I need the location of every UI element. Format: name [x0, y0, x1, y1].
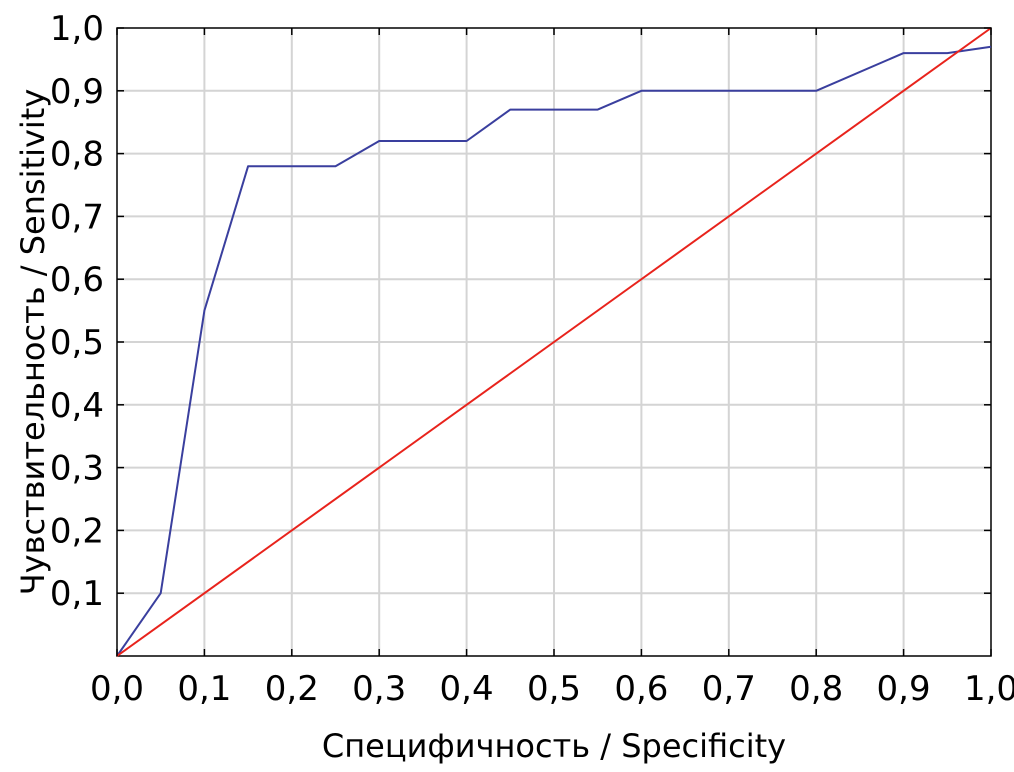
x-tick-label: 0,3 [352, 669, 406, 709]
x-axis-title: Специфичность / Specificity [322, 727, 786, 765]
y-tick-label: 0,7 [50, 197, 104, 237]
y-tick-labels: 0,1 0,2 0,3 0,4 0,5 0,6 0,7 0,8 0,9 1,0 [50, 9, 104, 614]
y-tick-label: 0,9 [50, 72, 104, 112]
y-tick-label: 0,4 [50, 386, 104, 426]
x-tick-label: 1,0 [964, 669, 1014, 709]
y-tick-label: 0,6 [50, 260, 104, 300]
y-axis-title: Чувствительность / Sensitivity [14, 89, 52, 596]
x-tick-labels: 0,0 0,1 0,2 0,3 0,4 0,5 0,6 0,7 0,8 0,9 1,0 [90, 669, 1014, 709]
tick-marks [116, 27, 992, 656]
roc-curve-line [116, 45, 992, 657]
y-tick-label: 0,5 [50, 323, 104, 363]
x-tick-label: 0,5 [527, 669, 581, 709]
x-tick-label: 0,4 [440, 669, 494, 709]
y-tick-label: 0,2 [50, 511, 104, 551]
y-tick-label: 0,1 [50, 574, 104, 614]
series-layer [116, 27, 992, 657]
y-tick-label: 1,0 [50, 9, 104, 49]
x-tick-label: 0,9 [877, 669, 931, 709]
x-tick-label: 0,7 [702, 669, 756, 709]
y-tick-label: 0,3 [50, 449, 104, 489]
x-tick-label: 0,1 [177, 669, 231, 709]
x-tick-label: 0,2 [265, 669, 319, 709]
reference-diagonal-line [116, 27, 992, 657]
x-tick-label: 0,0 [90, 669, 144, 709]
x-tick-label: 0,6 [614, 669, 668, 709]
x-tick-label: 0,8 [789, 669, 843, 709]
y-tick-label: 0,8 [50, 135, 104, 175]
